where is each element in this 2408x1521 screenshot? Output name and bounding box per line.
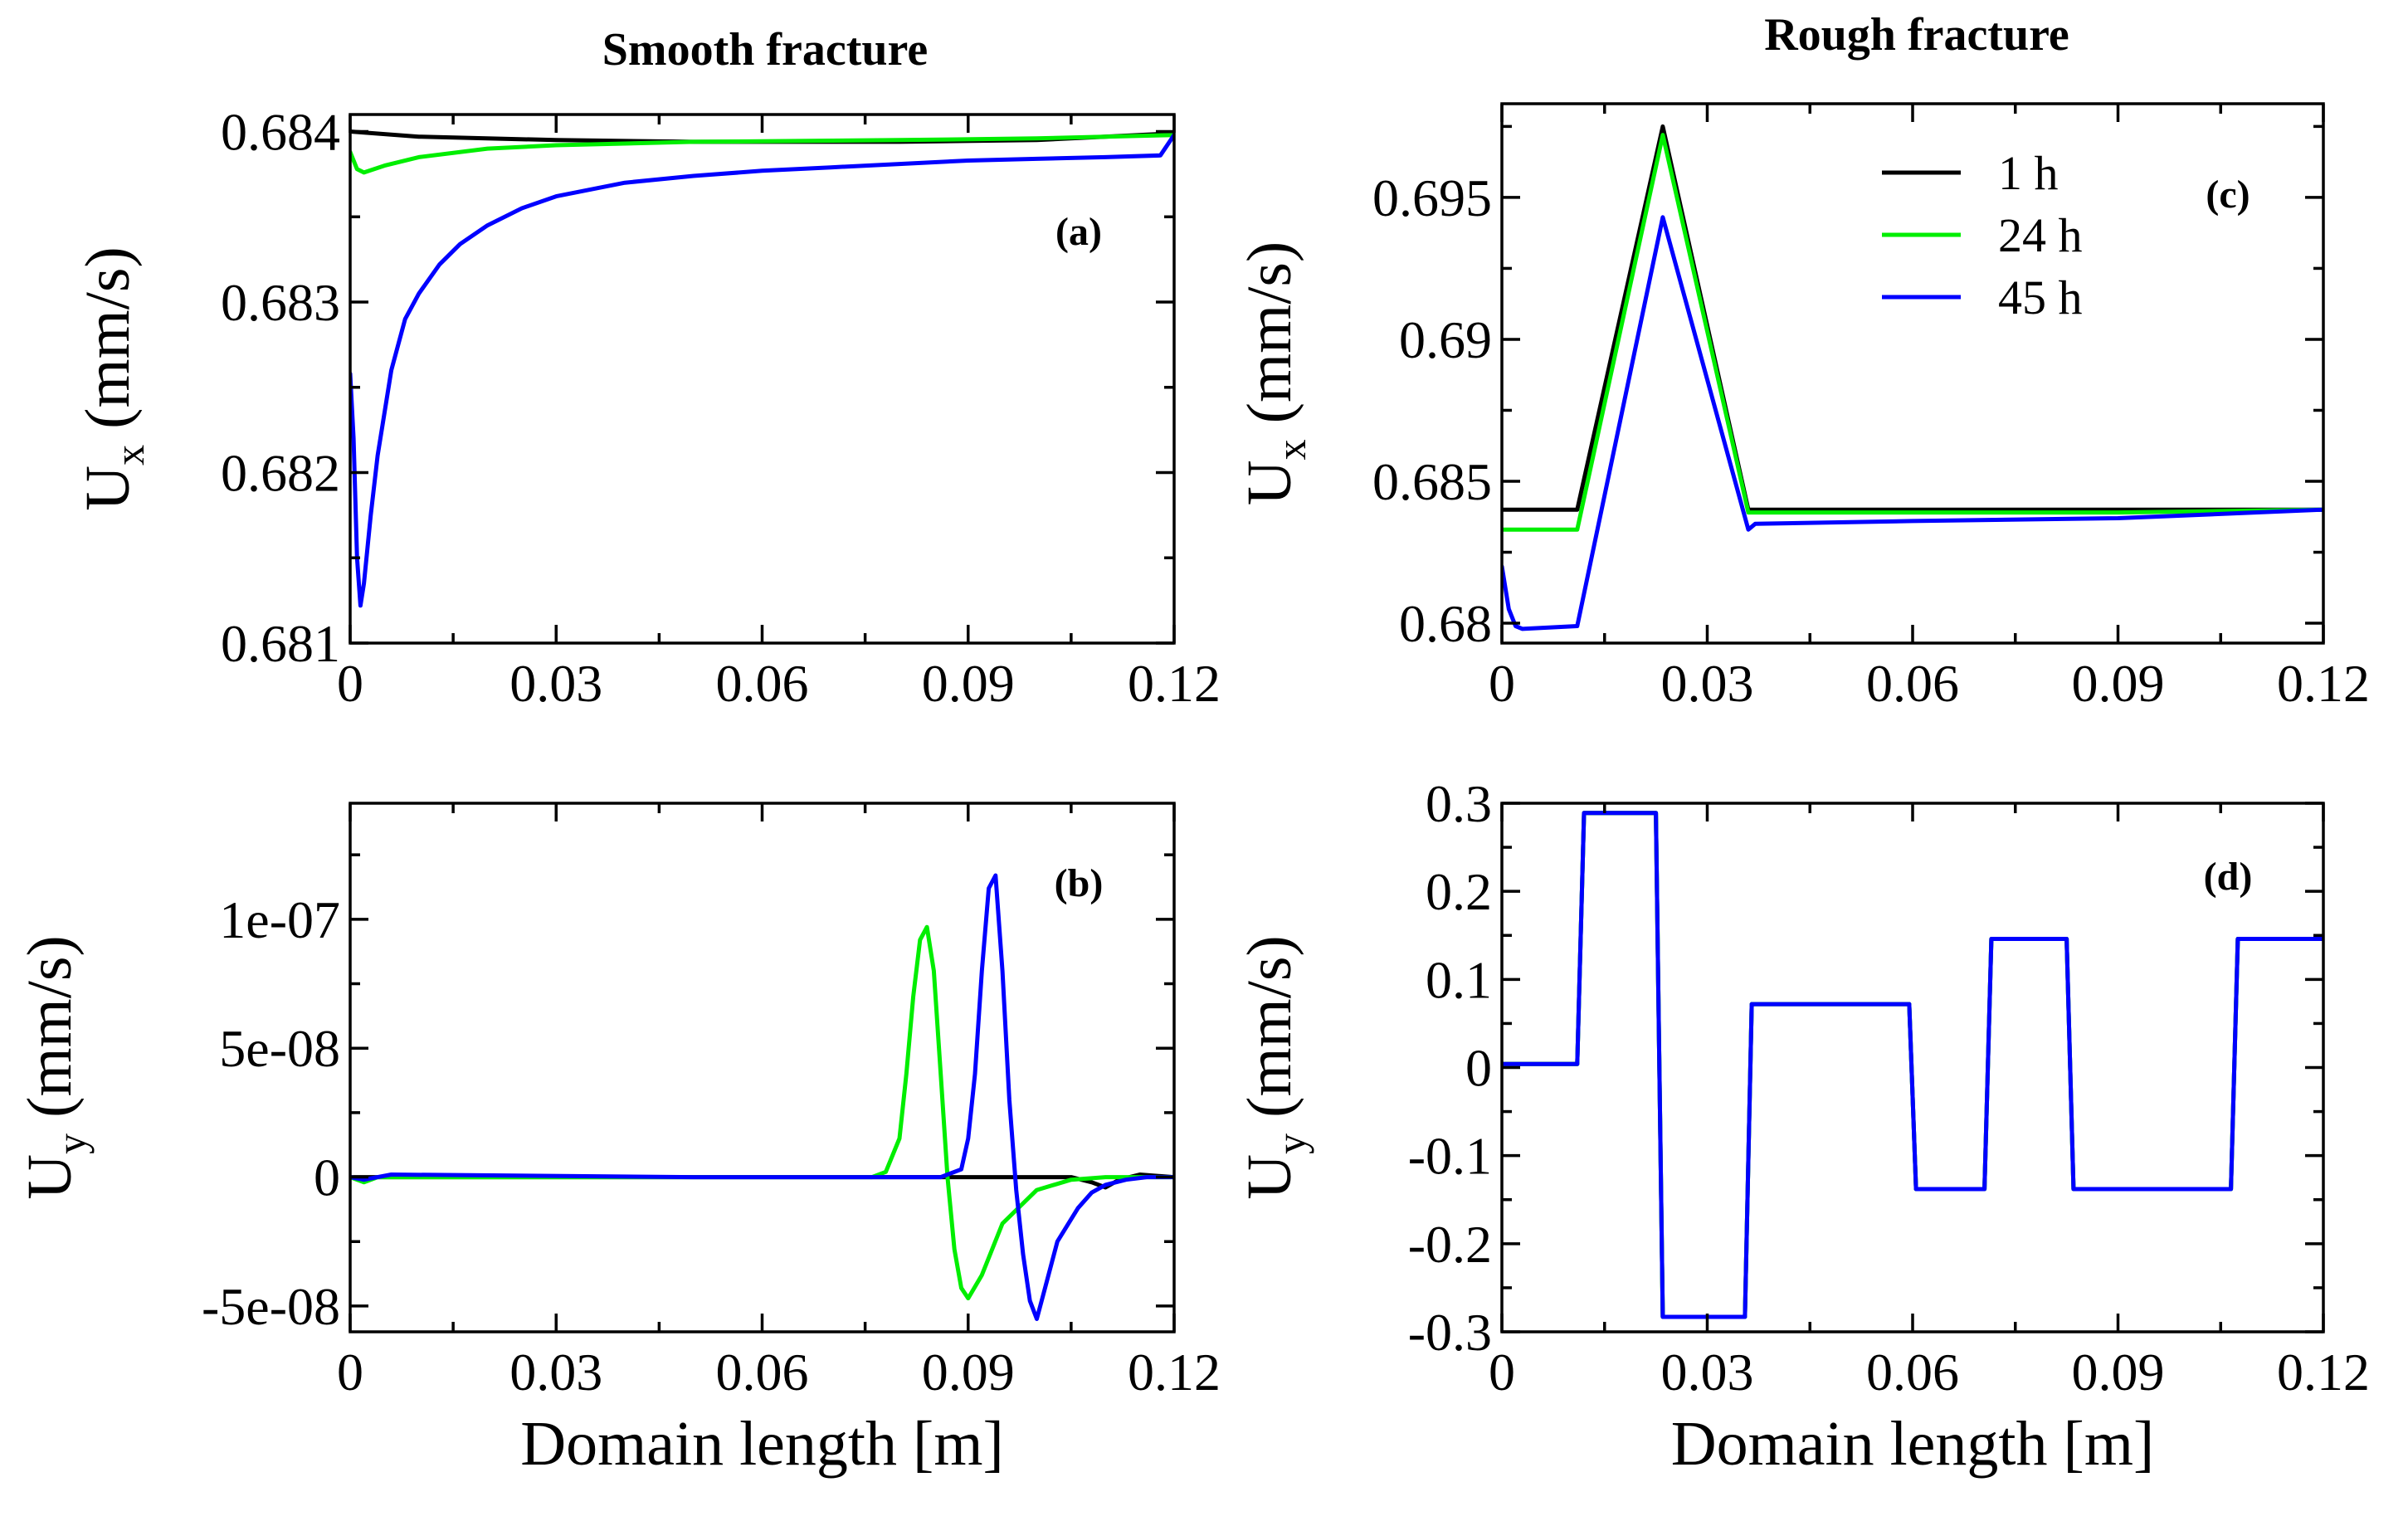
x-tick-label: 0.06 (716, 654, 809, 713)
y-tick-label: 0.683 (221, 273, 340, 332)
y-tick-label: 0.69 (1399, 310, 1492, 369)
series-group (1502, 811, 2323, 1319)
series-group (1502, 124, 2323, 631)
panel-c: 0 0.03 0.06 0.09 0.12 0.68 0.685 0.69 0.695 Ux (m… (1235, 102, 2370, 713)
legend-label: 24 h (1998, 208, 2083, 262)
y-axis-label-unit: (mm/s) (15, 935, 85, 1133)
series-line-24h (1502, 133, 2323, 532)
x-tick-label: 0.12 (1128, 1343, 1221, 1402)
series-line-45h (350, 133, 1174, 608)
series-line-45h (350, 873, 1174, 1321)
y-tick-label: 0.695 (1372, 168, 1492, 227)
y-tick-label: -0.1 (1408, 1127, 1492, 1186)
y-tick-label: 0.684 (221, 103, 340, 162)
y-axis-label: Ux (mm/s) (1235, 241, 1314, 505)
y-axis-label-main: U (15, 1154, 85, 1200)
y-axis-label: Ux (mm/s) (73, 246, 153, 510)
panel-tag: (b) (1055, 861, 1104, 905)
y-tick-label: 0 (314, 1148, 340, 1207)
y-axis-label-subscript: x (1268, 439, 1314, 460)
x-tick-label: 0.03 (509, 654, 602, 713)
y-tick-label: -0.2 (1408, 1215, 1492, 1274)
y-axis-label-unit: (mm/s) (1235, 241, 1304, 440)
y-tick-label: 1e-07 (219, 890, 340, 949)
y-axis-label-main: U (1235, 1154, 1304, 1200)
x-axis-label: Domain length [m] (1671, 1409, 2155, 1479)
column-title-right: Rough fracture (1764, 9, 2069, 61)
series-line-45h (1502, 215, 2323, 631)
x-axis-label: Domain length [m] (520, 1409, 1004, 1479)
plot-frame (349, 113, 1176, 645)
panel-b: 0 0.03 0.06 0.09 0.12 -5e-08 0 5e-08 1e-07 Uy (mm… (15, 802, 1221, 1479)
y-tick-label: -5e-08 (202, 1277, 340, 1336)
y-tick-label: 0.685 (1372, 452, 1492, 511)
y-tick-label: 0.682 (221, 444, 340, 503)
y-axis-label-subscript: x (106, 445, 153, 466)
x-tick-label: 0.03 (1661, 654, 1754, 713)
panels: 0 0.03 0.06 0.09 0.12 0.681 0.682 0.683 0.684 Ux … (15, 102, 2370, 1479)
x-tick-label: 0.09 (922, 1343, 1015, 1402)
y-tick-label: -0.3 (1408, 1303, 1492, 1362)
series-group (350, 129, 1174, 608)
series-group (350, 873, 1174, 1321)
x-tick-label: 0 (1489, 654, 1515, 713)
y-axis-label: Uy (mm/s) (15, 935, 95, 1199)
panel-a: 0 0.03 0.06 0.09 0.12 0.681 0.682 0.683 0.684 Ux … (73, 103, 1221, 713)
x-tick-label: 0.09 (922, 654, 1015, 713)
y-tick-label: 0.1 (1426, 950, 1492, 1009)
legend-label: 1 h (1998, 146, 2059, 200)
x-tick-label: 0 (1489, 1343, 1515, 1402)
x-tick-label: 0.06 (1866, 1343, 1959, 1402)
series-line-24h (350, 133, 1174, 175)
y-tick-label: 0.68 (1399, 594, 1492, 653)
panel-d: 0 0.03 0.06 0.09 0.12 -0.3 -0.2 -0.1 0 0.1 0.2 0.3 U… (1235, 774, 2370, 1479)
y-axis-label-subscript: y (1268, 1133, 1314, 1154)
plot-frame (349, 802, 1176, 1333)
y-tick-label: 0 (1465, 1039, 1492, 1098)
legend: 1 h 24 h 45 h (1882, 146, 2083, 324)
x-tick-label: 0.09 (2072, 1343, 2165, 1402)
y-tick-label: 0.3 (1426, 774, 1492, 833)
y-axis-label: Uy (mm/s) (1235, 935, 1314, 1199)
x-tick-label: 0.03 (509, 1343, 602, 1402)
plot-frame (1500, 102, 2325, 645)
legend-label: 45 h (1998, 271, 2083, 324)
x-tick-label: 0 (337, 654, 363, 713)
y-axis-label-subscript: y (48, 1133, 95, 1154)
panel-tag: (c) (2206, 173, 2250, 217)
series-line-24h (350, 924, 1174, 1301)
x-tick-label: 0.12 (1128, 654, 1221, 713)
x-tick-label: 0.03 (1661, 1343, 1754, 1402)
y-axis-label-main: U (73, 466, 143, 511)
x-tick-label: 0 (337, 1343, 363, 1402)
x-tick-label: 0.12 (2277, 654, 2370, 713)
panel-tag: (d) (2204, 855, 2253, 899)
series-line-45h (1502, 811, 2323, 1319)
y-tick-label: 5e-08 (219, 1019, 340, 1078)
panel-tag: (a) (1055, 210, 1102, 254)
column-title-left: Smooth fracture (602, 24, 928, 76)
y-tick-label: 0.681 (221, 614, 340, 673)
y-axis-label-unit: (mm/s) (1235, 935, 1304, 1133)
x-tick-label: 0.06 (716, 1343, 809, 1402)
x-tick-label: 0.06 (1866, 654, 1959, 713)
y-axis-label-unit: (mm/s) (73, 246, 143, 445)
y-tick-label: 0.2 (1426, 862, 1492, 921)
y-axis-label-main: U (1235, 460, 1304, 505)
x-tick-label: 0.09 (2072, 654, 2165, 713)
x-tick-label: 0.12 (2277, 1343, 2370, 1402)
